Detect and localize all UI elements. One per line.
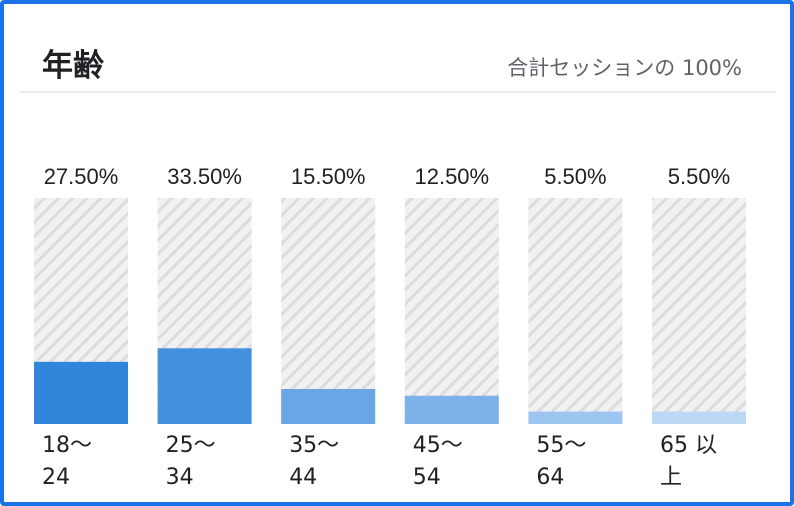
category-label: 54 <box>413 465 441 490</box>
value-label: 27.50% <box>44 164 119 189</box>
category-label: 34 <box>166 465 194 490</box>
value-label: 5.50% <box>544 164 606 189</box>
bar <box>34 361 128 424</box>
bar <box>652 411 746 424</box>
category-label: 上 <box>660 465 682 490</box>
bar <box>281 388 376 424</box>
category-label: 64 <box>536 465 564 490</box>
card-subtitle: 合計セッションの 100% <box>507 56 742 80</box>
value-label: 5.50% <box>668 164 730 189</box>
header-divider <box>20 91 776 93</box>
category-label: 24 <box>42 465 70 490</box>
card-title: 年齢 <box>42 48 104 84</box>
bar <box>404 395 499 424</box>
category-label: 25〜 <box>166 433 216 458</box>
value-label: 12.50% <box>414 164 489 189</box>
bar-track <box>404 198 499 424</box>
bar <box>157 348 252 424</box>
category-label: 55〜 <box>536 433 586 458</box>
bar-track <box>652 198 746 424</box>
bar-track <box>528 198 623 424</box>
bar-track <box>281 198 376 424</box>
category-label: 35〜 <box>289 433 339 458</box>
value-label: 33.50% <box>167 164 242 189</box>
category-label: 18〜 <box>42 433 92 458</box>
value-label: 15.50% <box>291 164 366 189</box>
category-label: 44 <box>289 465 317 490</box>
category-label: 65 以 <box>660 433 717 458</box>
category-label: 45〜 <box>413 433 463 458</box>
bar <box>528 411 623 424</box>
